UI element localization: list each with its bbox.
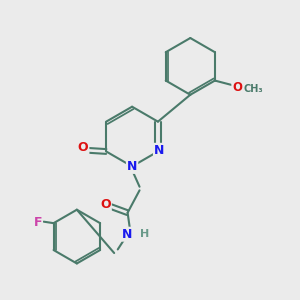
Text: O: O: [100, 198, 111, 211]
Text: N: N: [154, 144, 164, 157]
Text: N: N: [122, 228, 132, 241]
Text: F: F: [34, 216, 42, 229]
Text: O: O: [78, 142, 88, 154]
Text: CH₃: CH₃: [243, 84, 263, 94]
Text: N: N: [127, 160, 137, 173]
Text: O: O: [232, 81, 242, 94]
Text: H: H: [140, 229, 149, 239]
